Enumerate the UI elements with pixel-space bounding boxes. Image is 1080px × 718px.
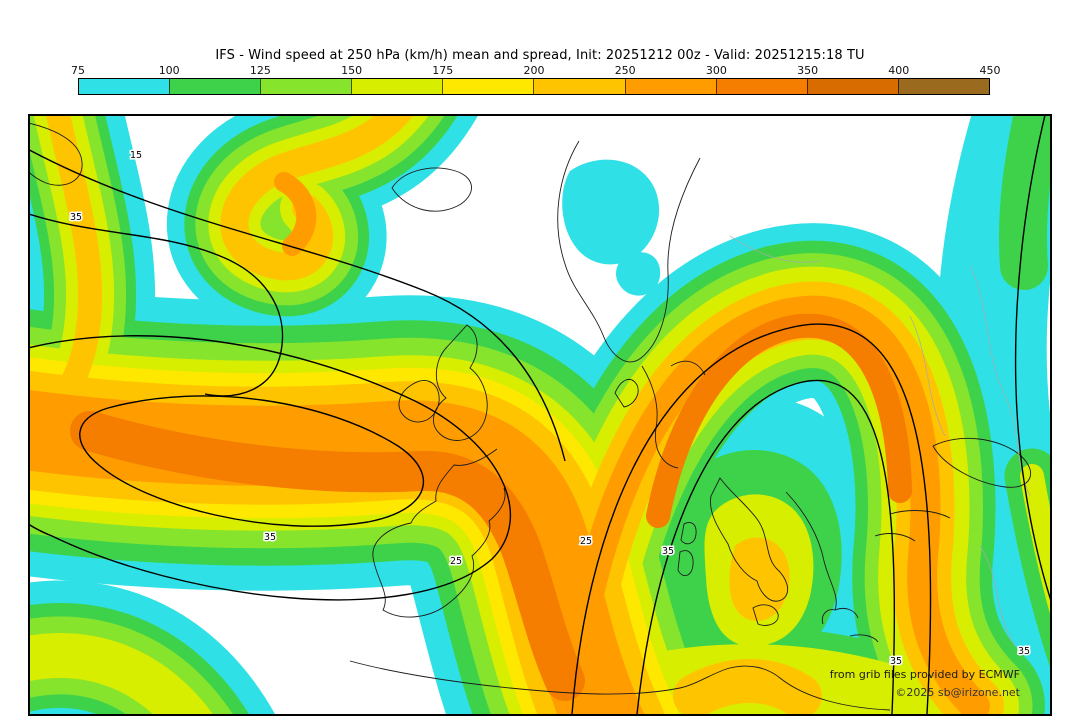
page-title: IFS - Wind speed at 250 hPa (km/h) mean …: [215, 48, 865, 63]
colorbar-segment-400: [897, 79, 989, 94]
colorbar-segment-175: [442, 79, 534, 94]
contour-label: 25: [450, 556, 462, 567]
colorbar-tick-125: 125: [249, 64, 271, 77]
attribution-copyright: ©2025 sb@irizone.net: [895, 686, 1020, 699]
contour-label: 35: [1018, 646, 1030, 657]
coastlines: [30, 122, 1032, 711]
colorbar-tick-450: 450: [979, 64, 1001, 77]
contour-label: 15: [130, 150, 142, 161]
colorbar-segment-150: [351, 79, 443, 94]
map-frame: 15 35 35 25 25 35 35 35 from grib files …: [28, 114, 1052, 716]
colorbar-tick-100: 100: [158, 64, 180, 77]
colorbar: 75 100 125 150 175 200 250 300 350 400 450: [71, 64, 1001, 95]
colorbar-tick-250: 250: [614, 64, 636, 77]
contour-labels: 15 35 35 25 25 35 35 35: [68, 149, 1031, 669]
colorbar-scale: [78, 78, 990, 95]
colorbar-tick-350: 350: [797, 64, 819, 77]
contour-label: 25: [580, 536, 592, 547]
colorbar-segment-300: [715, 79, 807, 94]
attribution-source: from grib files provided by ECMWF: [830, 668, 1020, 681]
contour-label: 35: [662, 546, 674, 557]
colorbar-segment-250: [624, 79, 716, 94]
contour-label: 35: [70, 212, 82, 223]
contour-lines: [30, 116, 1050, 714]
colorbar-tick-300: 300: [705, 64, 727, 77]
colorbar-segment-75: [79, 79, 170, 94]
wind-map: 15 35 35 25 25 35 35 35 from grib files …: [30, 116, 1050, 714]
colorbar-tick-400: 400: [888, 64, 910, 77]
contour-label: 35: [264, 532, 276, 543]
colorbar-tick-200: 200: [523, 64, 545, 77]
wind-patch-gold: [729, 537, 790, 621]
inland-borders: [729, 235, 1031, 647]
colorbar-ticks: 75 100 125 150 175 200 250 300 350 400 450: [71, 64, 1001, 78]
colorbar-tick-150: 150: [341, 64, 363, 77]
colorbar-tick-175: 175: [432, 64, 454, 77]
colorbar-segment-350: [806, 79, 898, 94]
contour-label: 35: [890, 656, 902, 667]
colorbar-segment-100: [169, 79, 261, 94]
colorbar-segment-200: [533, 79, 625, 94]
colorbar-tick-75: 75: [71, 64, 85, 77]
colorbar-segment-125: [260, 79, 352, 94]
